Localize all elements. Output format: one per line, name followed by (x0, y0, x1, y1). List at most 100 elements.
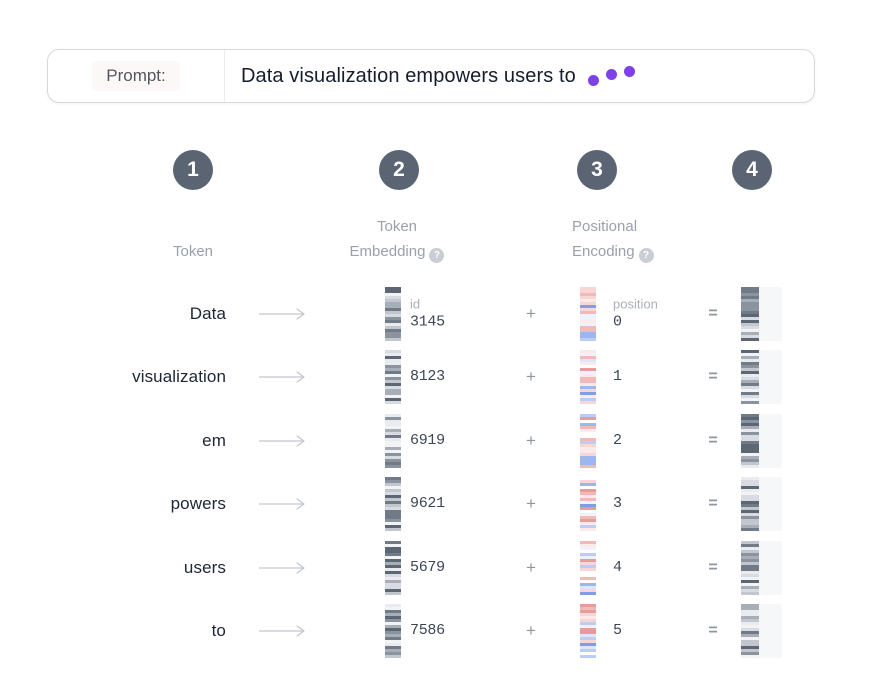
vector-stripe (741, 353, 759, 357)
token-text[interactable]: visualization (132, 367, 226, 387)
vector-stripe (741, 325, 759, 329)
embedding-sum-extension (759, 604, 782, 659)
vector-stripe (741, 431, 759, 435)
vector-stripe (580, 582, 596, 586)
embedding-sum-vector[interactable] (741, 350, 759, 405)
position-block: position 0 (613, 295, 723, 332)
vector-stripe (385, 316, 401, 320)
help-icon[interactable]: ? (638, 248, 654, 263)
equals-operator: = (708, 431, 718, 449)
token-embedding-vector[interactable] (385, 413, 401, 468)
vector-stripe (741, 637, 759, 641)
vector-stripe (741, 616, 759, 620)
vector-stripe (385, 334, 401, 338)
token-text[interactable]: users (183, 557, 226, 577)
positional-encoding-vector[interactable] (580, 604, 596, 659)
vector-stripe (580, 477, 596, 481)
vector-stripe (741, 528, 759, 532)
vector-stripe (580, 310, 596, 314)
vector-stripe (741, 516, 759, 520)
vector-stripe (741, 649, 759, 653)
header-positional-line1: Positional (572, 218, 638, 235)
vector-stripe (580, 431, 596, 435)
vector-stripe (580, 328, 596, 332)
embedding-sum-extension (759, 540, 782, 595)
vector-stripe (580, 380, 596, 384)
vector-stripe (580, 295, 596, 299)
vector-stripe (385, 443, 401, 447)
vector-stripe (385, 613, 401, 617)
position-block: 4 (613, 558, 723, 578)
token-id-block: id 3145 (410, 295, 520, 332)
positional-encoding-vector[interactable] (580, 477, 596, 532)
vector-stripe (741, 452, 759, 456)
embedding-sum-vector[interactable] (741, 604, 759, 659)
vector-stripe (580, 449, 596, 453)
token-embedding-vector[interactable] (385, 477, 401, 532)
vector-stripe (385, 549, 401, 553)
token-text[interactable]: Data (189, 303, 226, 323)
vector-stripe (385, 461, 401, 465)
positional-encoding-vector[interactable] (580, 540, 596, 595)
vector-stripe (580, 558, 596, 562)
vector-stripe (741, 585, 759, 589)
embedding-sum-vector[interactable] (741, 477, 759, 532)
vector-stripe (741, 555, 759, 559)
vector-stripe (741, 416, 759, 420)
embedding-sum-vector[interactable] (741, 413, 759, 468)
vector-stripe (741, 646, 759, 650)
vector-stripe (741, 573, 759, 577)
help-icon[interactable]: ? (429, 248, 445, 263)
plus-operator: + (526, 303, 536, 323)
vector-stripe (385, 416, 401, 420)
vector-stripe (580, 383, 596, 387)
vector-stripe (580, 395, 596, 399)
positional-encoding-vector[interactable] (580, 286, 596, 341)
vector-stripe (385, 655, 401, 659)
token-embedding-vector[interactable] (385, 286, 401, 341)
embedding-sum-vector[interactable] (741, 286, 759, 341)
vector-stripe (580, 440, 596, 444)
vector-stripe (580, 413, 596, 417)
vector-stripe (385, 449, 401, 453)
vector-stripe (385, 322, 401, 326)
vector-stripe (580, 637, 596, 641)
vector-stripe (385, 365, 401, 369)
token-embedding-vector[interactable] (385, 540, 401, 595)
vector-stripe (580, 458, 596, 462)
vector-stripe (580, 655, 596, 659)
token-embedding-vector[interactable] (385, 350, 401, 405)
vector-stripe (580, 461, 596, 465)
vector-stripe (580, 446, 596, 450)
vector-stripe (580, 307, 596, 311)
prompt-text[interactable]: Data visualization empowers users to (241, 64, 576, 87)
token-text[interactable]: to (211, 621, 226, 641)
vector-stripe (580, 513, 596, 517)
vector-stripe (580, 652, 596, 656)
equals-operator: = (708, 304, 718, 322)
vector-stripe (741, 313, 759, 317)
embedding-sum-vector[interactable] (741, 540, 759, 595)
vector-stripe (385, 446, 401, 450)
vector-stripe (580, 337, 596, 341)
position-block: 1 (613, 367, 723, 387)
vector-stripe (741, 507, 759, 511)
token-embedding-vector[interactable] (385, 604, 401, 659)
positional-encoding-vector[interactable] (580, 413, 596, 468)
vector-stripe (385, 383, 401, 387)
vector-stripe (385, 289, 401, 293)
token-text[interactable]: em (202, 430, 226, 450)
prompt-bar[interactable]: Prompt: Data visualization empowers user… (47, 49, 815, 103)
vector-stripe (385, 392, 401, 396)
vector-stripe (385, 643, 401, 647)
vector-stripe (580, 528, 596, 532)
vector-stripe (580, 389, 596, 393)
token-text[interactable]: powers (170, 494, 226, 514)
vector-stripe (741, 486, 759, 490)
vector-stripe (385, 652, 401, 656)
vector-stripe (385, 631, 401, 635)
position-value: 0 (613, 313, 622, 331)
positional-encoding-vector[interactable] (580, 350, 596, 405)
embedding-sum-group (741, 540, 782, 595)
vector-stripe (580, 419, 596, 423)
